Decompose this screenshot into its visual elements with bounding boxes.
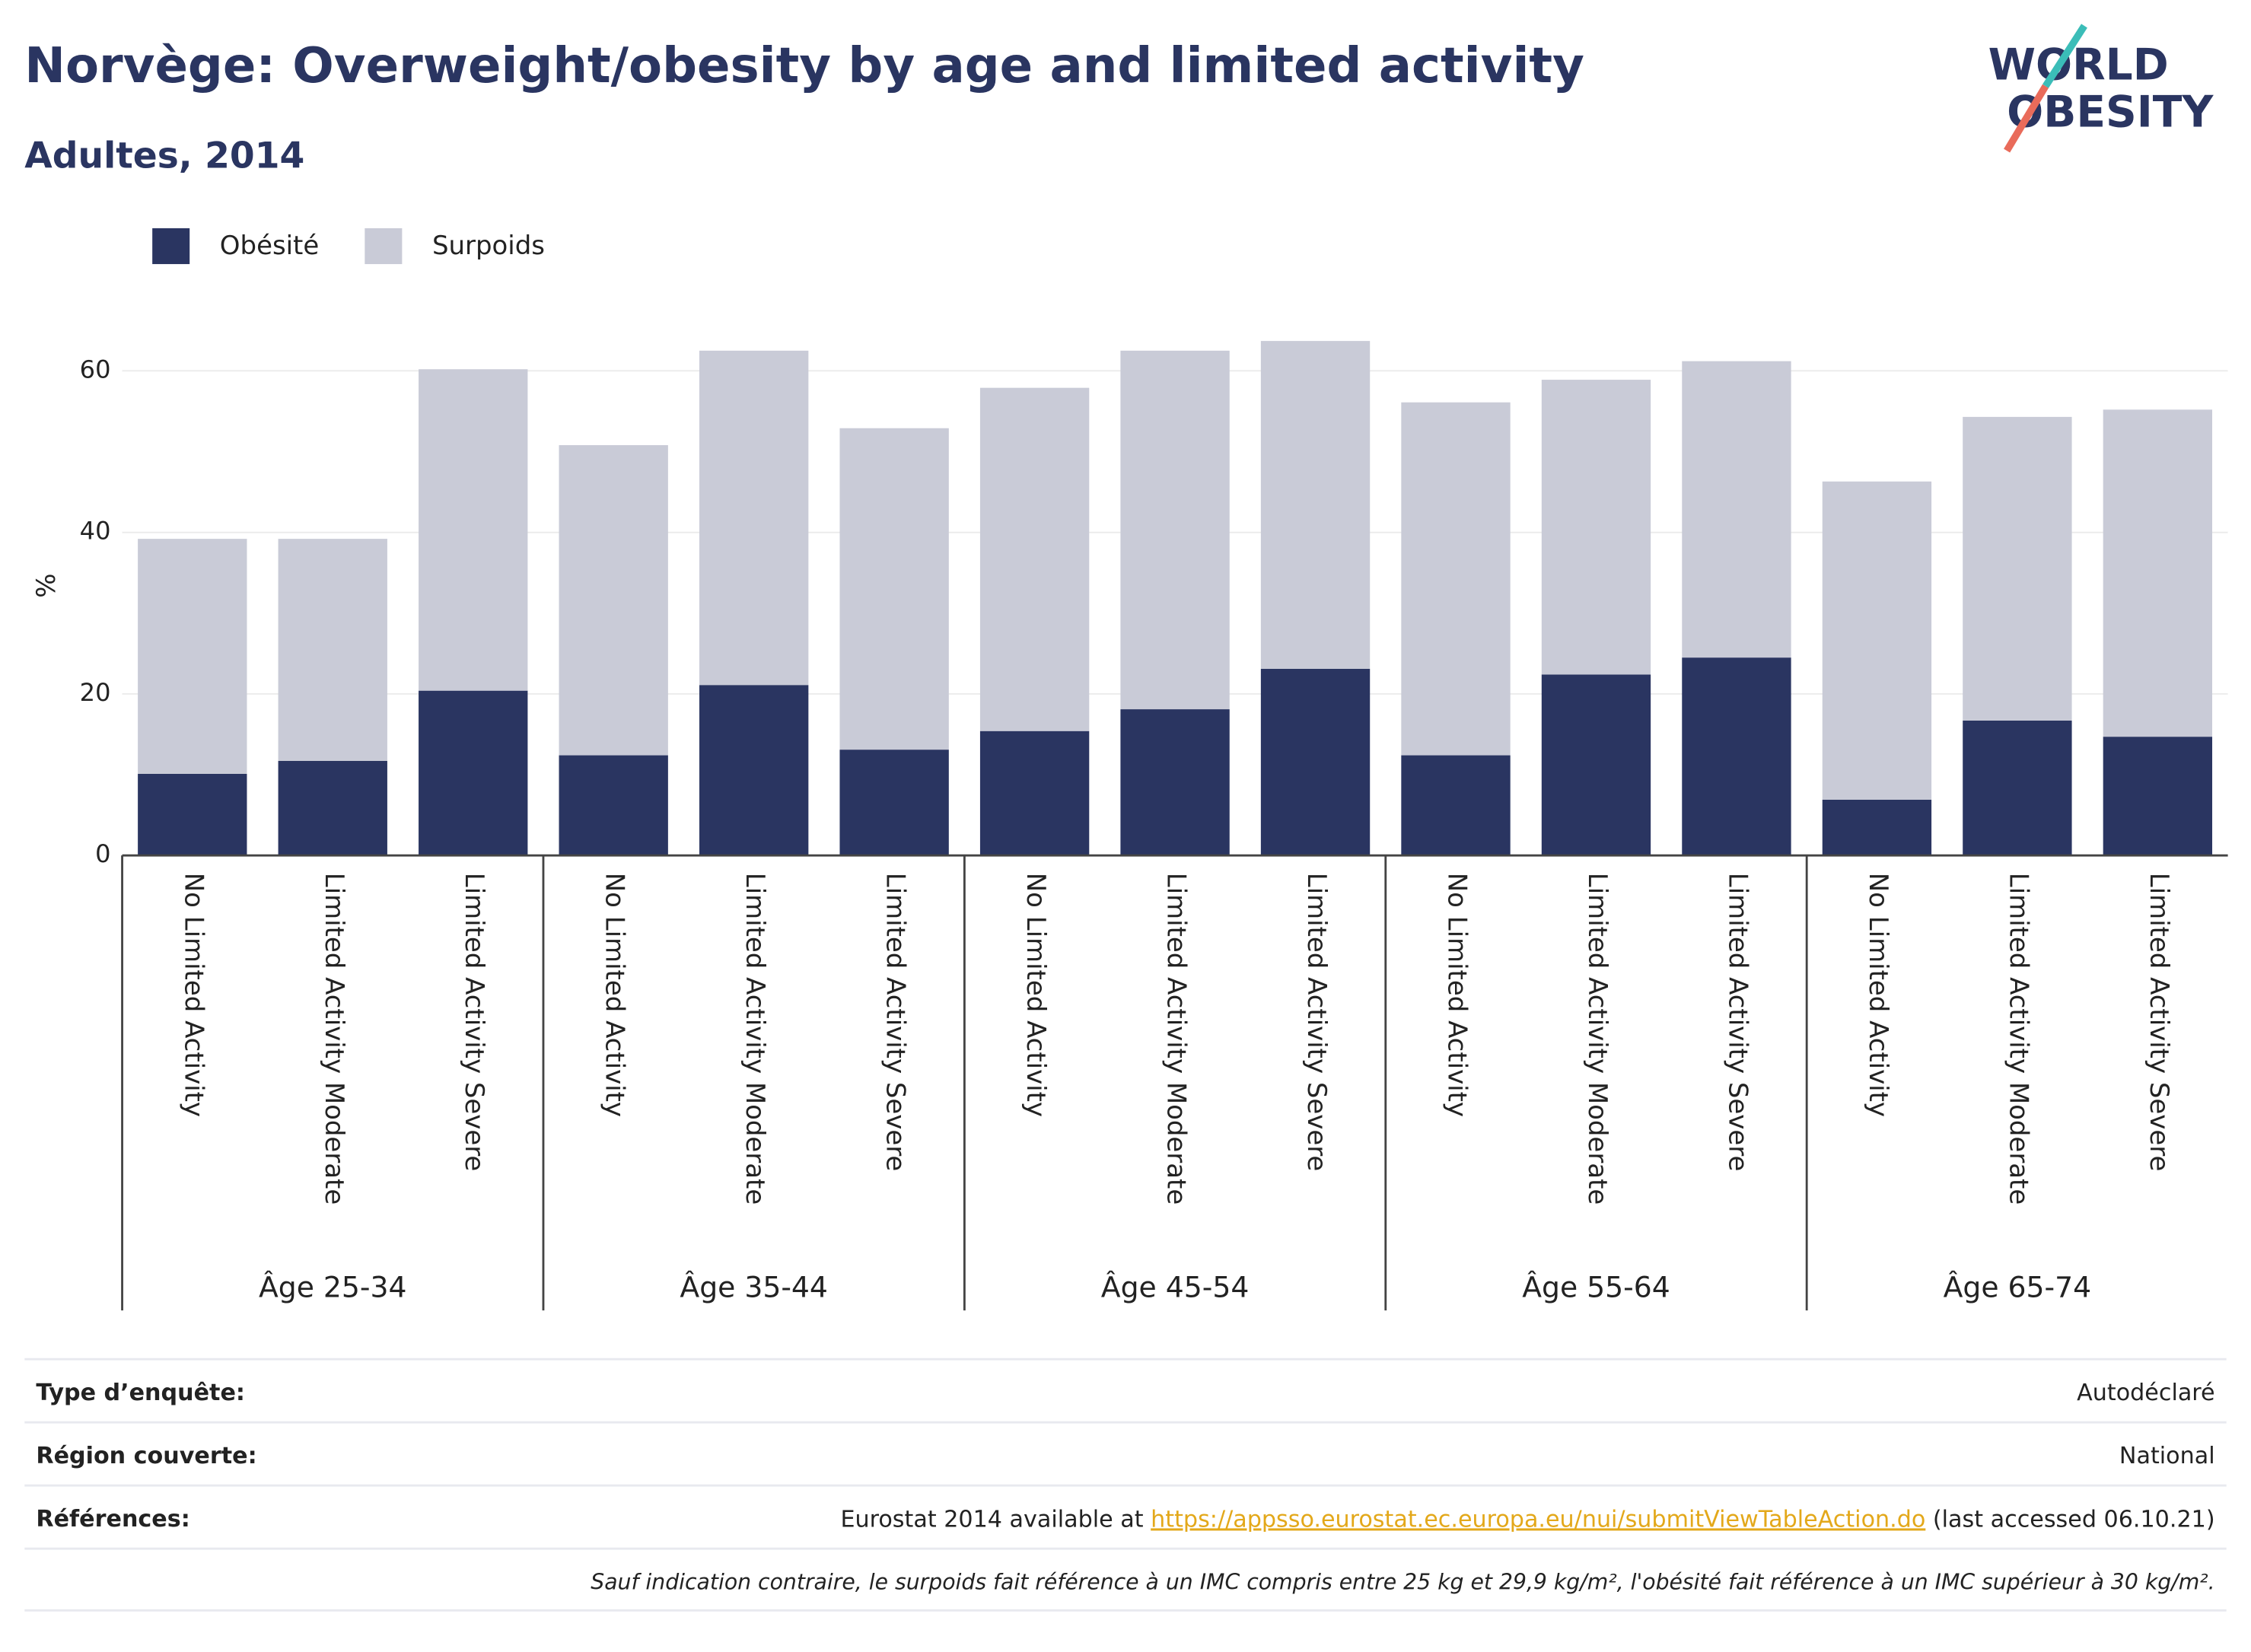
bar-segment [419, 369, 528, 691]
bar-segment [1822, 799, 1932, 856]
legend-swatch [152, 228, 190, 265]
footer-value: Eurostat 2014 available at https://appss… [840, 1506, 2214, 1533]
bar-segment [1541, 674, 1651, 856]
bar-segment [1541, 380, 1651, 675]
group-label: Âge 45-54 [1101, 1270, 1250, 1303]
footer-label: Région couverte: [36, 1443, 256, 1469]
y-tick-label: 40 [80, 517, 111, 546]
bar-segment [2103, 409, 2213, 737]
x-tick-label: Limited Activity Moderate [319, 873, 349, 1205]
logo-slash [2042, 24, 2087, 88]
x-tick-label: Limited Activity Severe [1301, 873, 1332, 1172]
bar-segment [1682, 657, 1791, 856]
bar-segment [1260, 668, 1371, 856]
legend-label: Surpoids [432, 231, 545, 261]
bar-segment [1401, 402, 1511, 756]
x-tick-label: Limited Activity Moderate [740, 873, 770, 1205]
bar-segment [1401, 755, 1511, 856]
legend-label: Obésité [220, 231, 319, 261]
bar-segment [2103, 737, 2213, 856]
y-tick-label: 0 [95, 839, 110, 868]
x-tick-label: Limited Activity Moderate [1161, 873, 1192, 1205]
bar-segment [138, 539, 247, 774]
bar-segment [278, 760, 387, 856]
logo-slash [2004, 84, 2049, 153]
x-tick-label: No Limited Activity [1863, 873, 1893, 1117]
x-tick-label: Limited Activity Severe [880, 873, 911, 1172]
legend-swatch [365, 228, 403, 265]
footer-label: Type d’enquête: [36, 1380, 245, 1406]
chart-title: Norvège: Overweight/obesity by age and l… [24, 37, 1584, 94]
group-label: Âge 25-34 [259, 1270, 407, 1303]
bar-segment [839, 428, 949, 750]
x-tick-label: No Limited Activity [1020, 873, 1051, 1117]
bar-segment [1120, 709, 1230, 856]
bar-segment [419, 690, 528, 856]
chart-subtitle: Adultes, 2014 [24, 135, 304, 177]
logo: WORLD OBESITY [1988, 24, 2214, 153]
bar-segment [278, 539, 387, 761]
bar-segment [559, 445, 668, 756]
footer-value: Autodéclaré [2077, 1380, 2214, 1406]
group-label: Âge 35-44 [680, 1270, 828, 1303]
bar-segment [839, 750, 949, 856]
group-label: Âge 65-74 [1944, 1270, 2092, 1303]
footer-note: Sauf indication contraire, le surpoids f… [591, 1569, 2214, 1594]
bar-segment [979, 387, 1090, 731]
footer-value: National [2119, 1443, 2215, 1469]
bar-segment [1120, 350, 1230, 710]
x-tick-label: Limited Activity Moderate [2003, 873, 2033, 1205]
bar-segment [1822, 481, 1932, 800]
bar-segment [1963, 720, 2072, 856]
x-tick-label: No Limited Activity [600, 873, 630, 1117]
x-tick-label: Limited Activity Severe [1722, 873, 1753, 1172]
reference-suffix: (last accessed 06.10.21) [1933, 1506, 2215, 1533]
y-tick-label: 60 [80, 355, 111, 384]
y-axis-label: % [31, 573, 62, 597]
bar-segment [559, 755, 668, 856]
reference-text: Eurostat 2014 available at [840, 1506, 1143, 1533]
bar-segment [1260, 341, 1371, 669]
bar-segment [1682, 361, 1791, 658]
x-tick-label: Limited Activity Severe [459, 873, 489, 1172]
footer-label: Références: [36, 1506, 189, 1533]
bar-segment [699, 685, 809, 856]
reference-link[interactable]: https://appsso.eurostat.ec.europa.eu/nui… [1151, 1506, 1925, 1533]
logo-text: WORLD [1988, 40, 2169, 90]
group-label: Âge 55-64 [1522, 1270, 1670, 1303]
x-tick-label: No Limited Activity [1442, 873, 1473, 1117]
bar-segment [699, 350, 809, 686]
x-tick-label: Limited Activity Severe [2144, 873, 2174, 1172]
x-tick-label: No Limited Activity [178, 873, 209, 1117]
y-tick-label: 20 [80, 678, 111, 707]
x-tick-label: Limited Activity Moderate [1582, 873, 1613, 1205]
bar-segment [979, 731, 1090, 856]
bar-segment [1963, 416, 2072, 721]
bar-segment [138, 773, 247, 856]
